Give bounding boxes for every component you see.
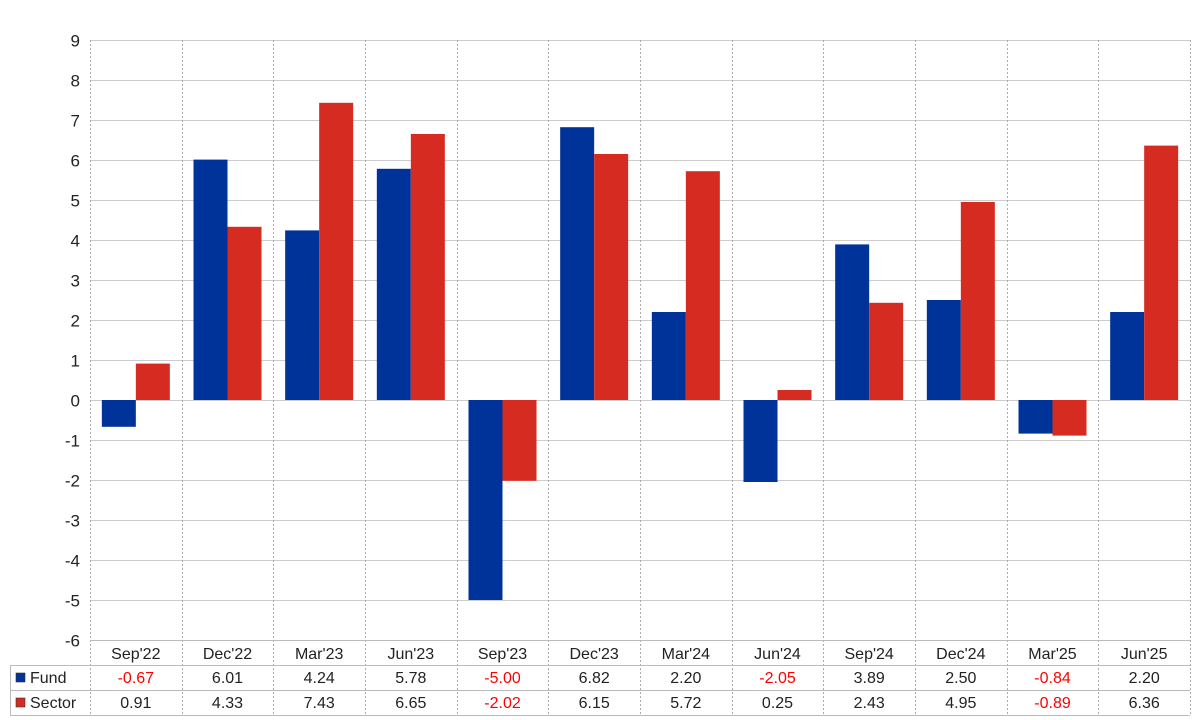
- x-category-label: Sep'22: [111, 646, 160, 663]
- bars-layer: [101, 102, 1179, 600]
- bar-sector-2: [319, 102, 354, 401]
- data-label-sector-8: 2.43: [854, 695, 885, 712]
- bar-fund-6: [651, 312, 686, 400]
- bar-sector-5: [594, 154, 629, 400]
- legend-label-fund: Fund: [30, 670, 66, 687]
- data-label-sector-5: 6.15: [579, 695, 610, 712]
- y-tick-label: 9: [71, 32, 80, 51]
- x-category-label: Jun'24: [754, 646, 801, 663]
- data-label-sector-2: 7.43: [304, 695, 335, 712]
- data-label-sector-9: 4.95: [945, 695, 976, 712]
- data-label-fund-4: -5.00: [484, 670, 521, 687]
- y-axis: 9 8 7 6 5 4 3 2 1 0 -1 -2 -3 -4 -5 -6: [65, 32, 80, 651]
- y-tick-label: 3: [71, 272, 80, 291]
- data-label-sector-0: 0.91: [120, 695, 151, 712]
- x-category-label: Sep'23: [478, 646, 527, 663]
- x-category-label: Dec'22: [203, 646, 252, 663]
- y-tick-label: 1: [71, 352, 80, 371]
- data-label-fund-7: -2.05: [759, 670, 796, 687]
- bar-fund-0: [101, 400, 136, 427]
- y-tick-label: -1: [65, 432, 80, 451]
- y-tick-label: 2: [71, 312, 80, 331]
- data-label-fund-9: 2.50: [945, 670, 976, 687]
- y-tick-label: 7: [71, 112, 80, 131]
- bar-fund-8: [835, 244, 870, 400]
- data-label-fund-0: -0.67: [118, 670, 155, 687]
- data-label-fund-5: 6.82: [579, 670, 610, 687]
- legend-swatch-sector: [15, 697, 26, 708]
- bar-sector-6: [685, 171, 720, 400]
- bar-sector-0: [135, 363, 170, 400]
- bar-fund-2: [285, 230, 320, 400]
- data-label-fund-6: 2.20: [670, 670, 701, 687]
- bar-sector-9: [960, 202, 995, 400]
- x-category-label: Dec'23: [570, 646, 619, 663]
- y-tick-label: 6: [71, 152, 80, 171]
- x-category-label: Mar'25: [1028, 646, 1077, 663]
- data-label-fund-2: 4.24: [304, 670, 335, 687]
- y-tick-label: 8: [71, 72, 80, 91]
- bar-fund-3: [376, 168, 411, 400]
- data-label-sector-1: 4.33: [212, 695, 243, 712]
- y-tick-label: -2: [65, 472, 80, 491]
- data-label-fund-10: -0.84: [1034, 670, 1071, 687]
- bar-sector-1: [227, 226, 262, 400]
- y-tick-label: -5: [65, 592, 80, 611]
- data-label-fund-11: 2.20: [1129, 670, 1160, 687]
- data-label-sector-3: 6.65: [395, 695, 426, 712]
- y-tick-label: 0: [71, 392, 80, 411]
- bar-sector-8: [869, 302, 904, 400]
- y-tick-label: -6: [65, 632, 80, 651]
- vertical-gridlines: [90, 40, 1191, 715]
- y-tick-label: -3: [65, 512, 80, 531]
- bar-fund-9: [926, 300, 961, 400]
- data-label-sector-4: -2.02: [484, 695, 521, 712]
- x-category-label: Jun'23: [388, 646, 435, 663]
- data-label-fund-1: 6.01: [212, 670, 243, 687]
- data-label-sector-10: -0.89: [1034, 695, 1071, 712]
- bar-fund-7: [743, 400, 778, 482]
- x-category-label: Mar'24: [662, 646, 711, 663]
- data-label-sector-6: 5.72: [670, 695, 701, 712]
- x-category-label: Dec'24: [936, 646, 985, 663]
- bar-fund-1: [193, 159, 228, 400]
- x-category-label: Mar'23: [295, 646, 344, 663]
- data-label-fund-3: 5.78: [395, 670, 426, 687]
- bar-sector-7: [777, 390, 812, 400]
- bar-sector-11: [1144, 145, 1179, 400]
- bar-fund-4: [468, 400, 503, 600]
- bar-sector-3: [410, 134, 445, 400]
- x-category-label: Sep'24: [845, 646, 894, 663]
- data-label-fund-8: 3.89: [854, 670, 885, 687]
- y-tick-label: 4: [71, 232, 80, 251]
- legend-swatch-fund: [15, 672, 26, 683]
- legend-label-sector: Sector: [30, 695, 77, 712]
- data-table: Sep'22 Dec'22 Mar'23 Jun'23 Sep'23 Dec'23 Mar'…: [10, 640, 1190, 716]
- bar-fund-10: [1018, 400, 1053, 434]
- data-label-sector-11: 6.36: [1129, 695, 1160, 712]
- bar-sector-4: [502, 400, 537, 481]
- data-label-sector-7: 0.25: [762, 695, 793, 712]
- y-tick-label: -4: [65, 552, 80, 571]
- x-category-label: Jun'25: [1121, 646, 1168, 663]
- bar-sector-10: [1052, 400, 1087, 436]
- bar-fund-11: [1110, 312, 1145, 400]
- y-tick-label: 5: [71, 192, 80, 211]
- bar-fund-5: [560, 127, 595, 400]
